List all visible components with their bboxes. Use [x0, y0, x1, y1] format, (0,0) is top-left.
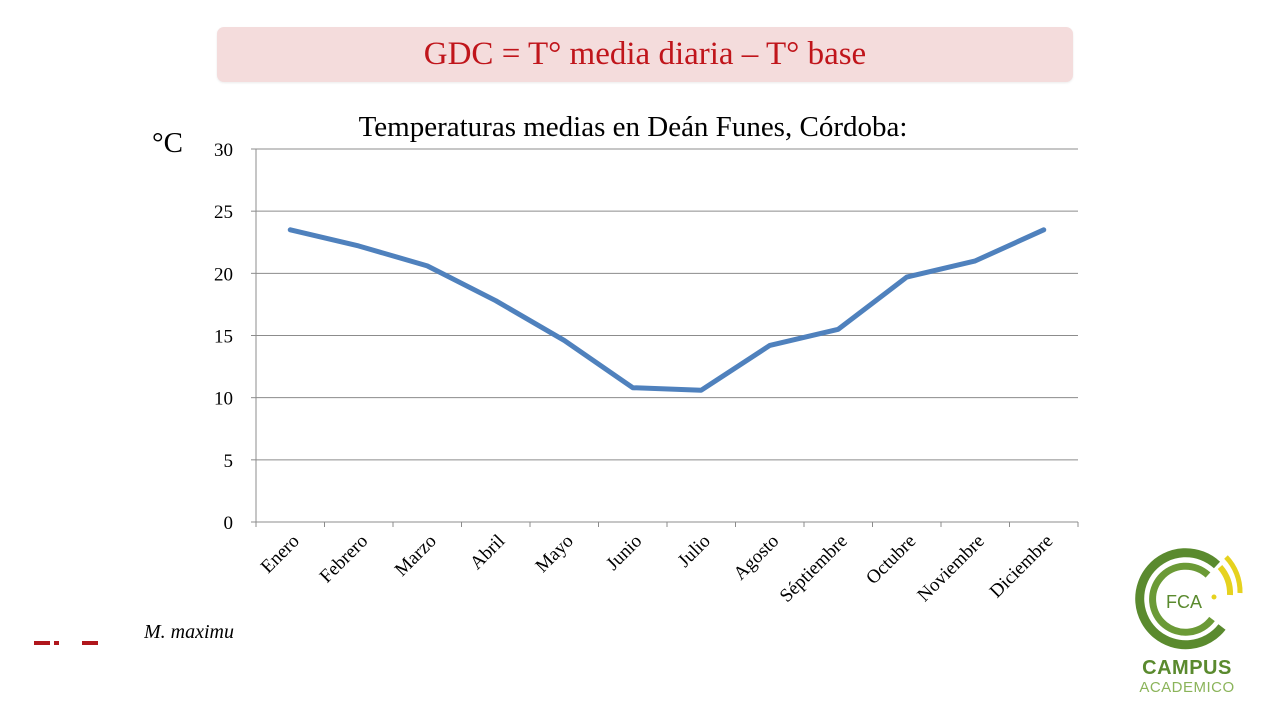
- logo-campus-text: CAMPUS: [1142, 657, 1232, 679]
- x-tick-label: Enero: [257, 531, 304, 578]
- x-tick-label: Diciembre: [986, 531, 1058, 603]
- y-tick-label: 20: [214, 264, 233, 285]
- x-tick-label: Agosto: [730, 531, 784, 585]
- x-tick-label: Noviembre: [913, 531, 988, 606]
- axes: 0 5 10 15 20 25 30 Enero Febrero Marzo Abril Mayo Ju…: [214, 140, 1079, 607]
- y-tick-label: 0: [224, 513, 234, 534]
- formula-banner: GDC = T° media diaria – T° base: [217, 27, 1073, 82]
- series-line: [287, 227, 1047, 393]
- y-tick-label: 30: [214, 140, 233, 161]
- x-tick-label: Séptiembre: [776, 531, 852, 607]
- fca-ring-icon: FCA: [1135, 548, 1243, 650]
- footnote: M. maximu: [144, 621, 234, 643]
- x-tick-label: Abril: [466, 531, 509, 574]
- x-tick-label: Marzo: [391, 531, 441, 581]
- series-layer: [287, 227, 1047, 393]
- x-tick-label: Mayo: [532, 531, 578, 577]
- y-axis-unit-label: °C: [152, 127, 183, 159]
- y-tick-label: 25: [214, 202, 233, 223]
- x-tick-label: Julio: [674, 531, 715, 572]
- logo-academico-text: ACADEMICO: [1139, 679, 1235, 696]
- x-tick-label: Febrero: [316, 531, 373, 588]
- footnote-fade: [236, 618, 266, 648]
- campus-academico-logo: FCA CAMPUS ACADEMICO: [1122, 545, 1252, 705]
- x-tick-label: Junio: [602, 531, 646, 575]
- gridlines: [256, 148, 1078, 461]
- threshold-legend-dash: [34, 641, 98, 645]
- chart-title: Temperaturas medias en Deán Funes, Córdo…: [359, 111, 908, 143]
- x-tick-label: Octubre: [862, 531, 920, 589]
- logo-fca-text: FCA: [1166, 592, 1202, 612]
- y-tick-label: 15: [214, 327, 233, 348]
- y-tick-label: 10: [214, 389, 233, 410]
- y-tick-label: 5: [224, 451, 234, 472]
